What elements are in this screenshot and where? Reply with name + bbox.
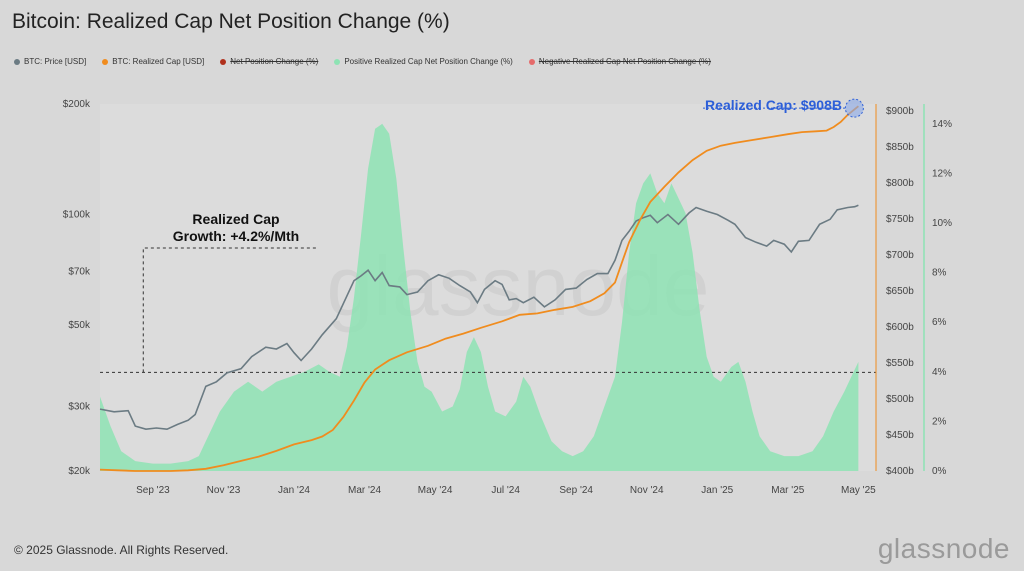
positive-net-position-area — [100, 123, 859, 472]
cap-tick-label: $600b — [886, 322, 914, 333]
cap-tick-label: $650b — [886, 286, 914, 297]
pct-tick-label: 4% — [932, 367, 947, 378]
legend-label: Positive Realized Cap Net Position Chang… — [344, 57, 513, 66]
btc-price-line — [99, 204, 859, 431]
growth-annotation-line2: Growth: +4.2%/Mth — [173, 228, 299, 244]
cap-tick-label: $400b — [886, 466, 914, 477]
realized-cap-callout: Realized Cap: $908B — [705, 97, 842, 113]
date-tick-label: Sep '23 — [136, 485, 170, 496]
price-tick-label: $30k — [68, 401, 91, 412]
pct-tick-label: 6% — [932, 317, 947, 328]
cap-tick-label: $750b — [886, 214, 914, 225]
cap-tick-label: $550b — [886, 358, 914, 369]
growth-annotation-line1: Realized Cap — [192, 211, 279, 227]
cap-tick-label: $800b — [886, 178, 914, 189]
legend-item[interactable]: Negative Realized Cap Net Position Chang… — [528, 57, 711, 66]
price-tick-label: $100k — [63, 209, 91, 220]
legend-swatch — [14, 58, 20, 65]
chart-title: Bitcoin: Realized Cap Net Position Chang… — [12, 10, 450, 33]
pct-tick-label: 10% — [932, 218, 952, 229]
legend-swatch — [528, 58, 535, 65]
legend-item[interactable]: Net Position Change (%) — [220, 57, 318, 66]
date-tick-label: Jan '25 — [701, 485, 733, 496]
date-tick-label: May '24 — [418, 485, 453, 496]
cap-tick-label: $850b — [886, 142, 914, 153]
legend-item[interactable]: Positive Realized Cap Net Position Chang… — [334, 57, 513, 66]
pct-tick-label: 2% — [932, 416, 947, 427]
chart-legend: BTC: Price [USD] BTC: Realized Cap [USD] N… — [14, 57, 711, 66]
cap-tick-label: $900b — [886, 106, 914, 117]
date-tick-label: Sep '24 — [559, 485, 593, 496]
price-tick-label: $70k — [68, 266, 91, 277]
legend-item[interactable]: BTC: Price [USD] — [14, 57, 86, 66]
pct-tick-label: 14% — [932, 119, 952, 130]
realized-cap-marker — [844, 98, 864, 118]
legend-label: Net Position Change (%) — [230, 57, 319, 66]
date-tick-label: Jul '24 — [491, 485, 520, 496]
price-tick-label: $20k — [68, 466, 91, 477]
legend-label: BTC: Realized Cap [USD] — [112, 57, 205, 66]
growth-bracket — [142, 247, 318, 373]
realized-cap-line — [99, 105, 859, 472]
legend-swatch — [334, 58, 341, 65]
cap-tick-label: $700b — [886, 250, 914, 261]
price-tick-label: $50k — [68, 320, 91, 331]
legend-label: BTC: Price [USD] — [24, 57, 87, 66]
date-tick-label: Jan '24 — [278, 485, 310, 496]
legend-item[interactable]: BTC: Realized Cap [USD] — [102, 57, 204, 66]
date-tick-label: Nov '23 — [207, 485, 241, 496]
brand-logo: glassnode — [877, 533, 1010, 564]
pct-tick-label: 8% — [932, 268, 947, 279]
date-tick-label: Mar '25 — [771, 485, 804, 496]
date-tick-label: May '25 — [841, 485, 876, 496]
legend-swatch — [102, 58, 109, 65]
pct-tick-label: 0% — [932, 466, 947, 477]
cap-tick-label: $450b — [886, 430, 914, 441]
date-tick-label: Mar '24 — [348, 485, 381, 496]
pct-tick-label: 12% — [932, 168, 952, 179]
legend-label: Negative Realized Cap Net Position Chang… — [538, 57, 711, 66]
price-tick-label: $200k — [63, 99, 91, 110]
copyright-footer: © 2025 Glassnode. All Rights Reserved. — [14, 543, 229, 557]
legend-swatch — [220, 58, 227, 65]
date-tick-label: Nov '24 — [630, 485, 664, 496]
cap-tick-label: $500b — [886, 394, 914, 405]
